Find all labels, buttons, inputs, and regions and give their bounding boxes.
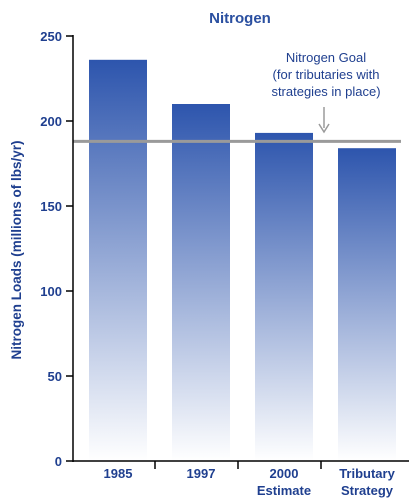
chart-title: Nitrogen bbox=[209, 10, 271, 27]
y-tick-label-50: 50 bbox=[48, 369, 62, 384]
bar-3 bbox=[255, 132, 313, 461]
axes-layer: 0 50 100 150 200 250 bbox=[40, 29, 409, 469]
category-label-3-line-2: Estimate bbox=[257, 483, 311, 498]
goal-arrow-head bbox=[318, 123, 330, 134]
category-label-4-line-2: Strategy bbox=[341, 483, 394, 498]
category-labels: 1985 1997 2000 Estimate Tributary Strategy bbox=[104, 466, 396, 498]
goal-label-line-3: strategies in place) bbox=[271, 84, 380, 99]
y-tick-label-250: 250 bbox=[40, 29, 62, 44]
category-label-2: 1997 bbox=[187, 466, 216, 481]
goal-label-line-2: (for tributaries with bbox=[273, 67, 380, 82]
y-tick-label-100: 100 bbox=[40, 284, 62, 299]
goal-layer: Nitrogen Goal (for tributaries with strate… bbox=[73, 50, 401, 143]
goal-label-line-1: Nitrogen Goal bbox=[286, 50, 366, 65]
bar-1 bbox=[89, 59, 147, 462]
bar-2 bbox=[172, 104, 230, 461]
category-label-1: 1985 bbox=[104, 466, 133, 481]
y-axis-label: Nitrogen Loads (millions of lbs/yr) bbox=[9, 140, 24, 359]
bars-layer bbox=[89, 59, 396, 462]
bar-4 bbox=[338, 148, 396, 461]
category-label-3: 2000 bbox=[270, 466, 299, 481]
y-tick-label-200: 200 bbox=[40, 114, 62, 129]
category-label-4: Tributary bbox=[339, 466, 395, 481]
y-tick-label-0: 0 bbox=[55, 454, 62, 469]
y-tick-label-150: 150 bbox=[40, 199, 62, 214]
